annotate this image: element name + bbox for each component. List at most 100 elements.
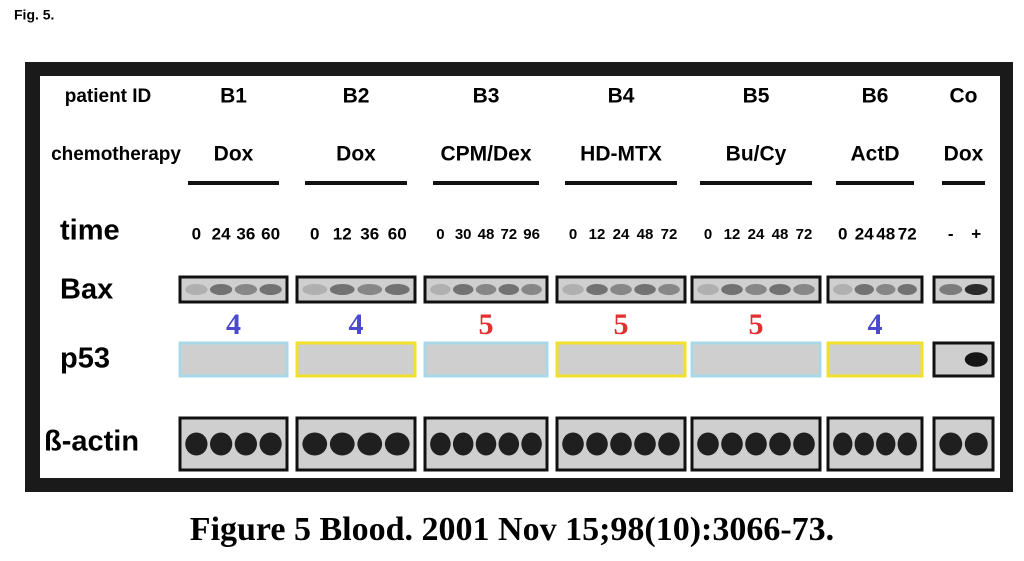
patient-id: B1 [220, 85, 247, 108]
band [721, 432, 743, 456]
chemotherapy: HD-MTX [580, 143, 662, 166]
caption: Figure 5 Blood. 2001 Nov 15;98(10):3066-… [190, 511, 834, 548]
band [209, 284, 233, 295]
blot [295, 341, 417, 378]
time-point: 24 [212, 224, 231, 243]
time-point: 12 [333, 224, 352, 243]
band [939, 432, 963, 456]
blot [423, 275, 549, 304]
band [634, 432, 656, 456]
time-point: 72 [898, 224, 917, 243]
band [610, 284, 632, 295]
time-point: 12 [724, 226, 741, 243]
score: 4 [226, 308, 241, 341]
time-point: 0 [704, 226, 712, 243]
time-point: 0 [192, 224, 201, 243]
patient-id: B4 [608, 85, 635, 108]
band [329, 284, 355, 295]
underline [700, 181, 812, 185]
row-label: p53 [60, 343, 110, 375]
band [384, 432, 410, 456]
band [745, 432, 767, 456]
band [897, 432, 917, 456]
band [610, 432, 632, 456]
band [876, 432, 896, 456]
band [302, 432, 328, 456]
time-point: 48 [637, 226, 654, 243]
blot [826, 275, 924, 304]
blot [826, 341, 924, 378]
band [430, 432, 451, 456]
blot [690, 341, 822, 378]
blot [690, 275, 822, 304]
time-point: 60 [261, 224, 280, 243]
band [521, 284, 542, 295]
time-point: 48 [876, 224, 895, 243]
band [302, 284, 328, 295]
band [793, 432, 815, 456]
band [897, 284, 917, 295]
band [329, 432, 355, 456]
band [697, 432, 719, 456]
band [964, 352, 988, 367]
band [259, 284, 282, 295]
time-point: + [971, 224, 981, 243]
band [521, 432, 542, 456]
chemotherapy: Dox [214, 143, 254, 166]
band [234, 284, 258, 295]
time-point: 0 [310, 224, 319, 243]
underline [565, 181, 677, 185]
time-point: 24 [748, 226, 765, 243]
band [498, 284, 520, 295]
patient-id: B3 [473, 85, 500, 108]
band [259, 432, 282, 456]
band [745, 284, 767, 295]
band [586, 432, 608, 456]
band [833, 284, 853, 295]
time-point: 36 [360, 224, 379, 243]
score: 5 [479, 308, 494, 341]
band [185, 432, 208, 456]
chemotherapy: ActD [850, 143, 899, 166]
time-point: 12 [589, 226, 606, 243]
row-label: time [60, 215, 120, 247]
band [234, 432, 258, 456]
band [498, 432, 520, 456]
time-point: 0 [436, 226, 444, 243]
underline [942, 181, 985, 185]
blot [178, 341, 289, 378]
band [452, 284, 474, 295]
row-label: chemotherapy [51, 144, 181, 165]
chemotherapy: Dox [944, 143, 984, 166]
time-point: 48 [772, 226, 789, 243]
band [452, 432, 474, 456]
blot [423, 341, 549, 378]
blot [295, 275, 417, 304]
time-point: 0 [838, 224, 847, 243]
underline [305, 181, 407, 185]
band [586, 284, 608, 295]
band [833, 432, 853, 456]
row-label: Bax [60, 274, 113, 306]
band [475, 432, 497, 456]
band [209, 432, 233, 456]
band [562, 284, 584, 295]
band [854, 284, 874, 295]
band [793, 284, 815, 295]
blot [178, 275, 289, 304]
time-point: 30 [455, 226, 472, 243]
figure-label: Fig. 5. [14, 7, 54, 23]
band [854, 432, 874, 456]
underline [188, 181, 279, 185]
band [658, 432, 680, 456]
time-point: - [948, 224, 954, 243]
row-label: ß-actin [44, 426, 139, 458]
score: 5 [614, 308, 629, 341]
band [562, 432, 584, 456]
time-point: 0 [569, 226, 577, 243]
patient-id: Co [950, 85, 978, 108]
time-point: 72 [661, 226, 678, 243]
band [475, 284, 497, 295]
